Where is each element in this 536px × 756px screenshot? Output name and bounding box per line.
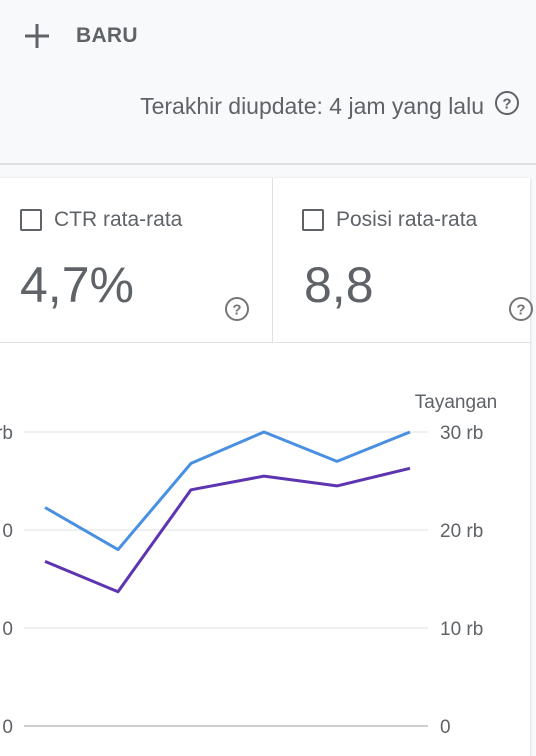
plus-icon — [25, 24, 49, 48]
metric-position-label: Posisi rata-rata — [336, 208, 478, 231]
right-axis-title: Tayangan — [415, 392, 497, 413]
chart-svg: Tayangan 30 rb 20 rb 10 rb 0 rb 0 0 0 — [0, 392, 497, 738]
left-tick-label: 0 — [2, 717, 13, 738]
series-line-2 — [44, 466, 411, 594]
right-tick-label: 20 rb — [440, 521, 483, 542]
help-circle-icon[interactable]: ? — [224, 296, 250, 327]
last-updated-text: Terakhir diupdate: 4 jam yang lalu — [140, 92, 484, 119]
metric-position-value: 8,8 — [304, 257, 374, 313]
left-tick-label: 0 — [2, 619, 13, 640]
svg-text:?: ? — [516, 302, 525, 319]
performance-chart: Tayangan 30 rb 20 rb 10 rb 0 rb 0 0 0 — [0, 344, 530, 756]
new-button[interactable]: BARU — [22, 18, 138, 54]
metric-ctr-value: 4,7% — [20, 257, 134, 313]
metric-position[interactable]: Posisi rata-rata 8,8 ? — [274, 178, 533, 343]
help-circle-icon[interactable]: ? — [494, 90, 520, 122]
metric-ctr-label: CTR rata-rata — [54, 208, 183, 231]
svg-text:?: ? — [232, 302, 241, 319]
top-bar: BARU Terakhir diupdate: 4 jam yang lalu … — [0, 0, 536, 164]
right-tick-label: 0 — [440, 717, 451, 738]
svg-text:?: ? — [502, 96, 511, 113]
metric-ctr[interactable]: CTR rata-rata 4,7% ? — [0, 178, 273, 343]
top-divider — [0, 163, 536, 165]
left-tick-label: rb — [0, 423, 13, 444]
performance-card: CTR rata-rata 4,7% ? Posisi rata-rata 8,… — [0, 178, 533, 756]
right-tick-label: 10 rb — [440, 619, 483, 640]
left-tick-label: 0 — [2, 521, 13, 542]
metric-ctr-toggle[interactable]: CTR rata-rata — [20, 208, 182, 232]
new-button-label: BARU — [76, 24, 138, 47]
metric-position-toggle[interactable]: Posisi rata-rata — [302, 208, 477, 232]
metric-position-checkbox[interactable] — [302, 209, 324, 231]
series-line-1 — [44, 430, 411, 552]
right-tick-label: 30 rb — [440, 423, 483, 444]
metric-ctr-checkbox[interactable] — [20, 209, 42, 231]
last-updated: Terakhir diupdate: 4 jam yang lalu ? — [140, 90, 520, 122]
help-circle-icon[interactable]: ? — [508, 296, 534, 327]
